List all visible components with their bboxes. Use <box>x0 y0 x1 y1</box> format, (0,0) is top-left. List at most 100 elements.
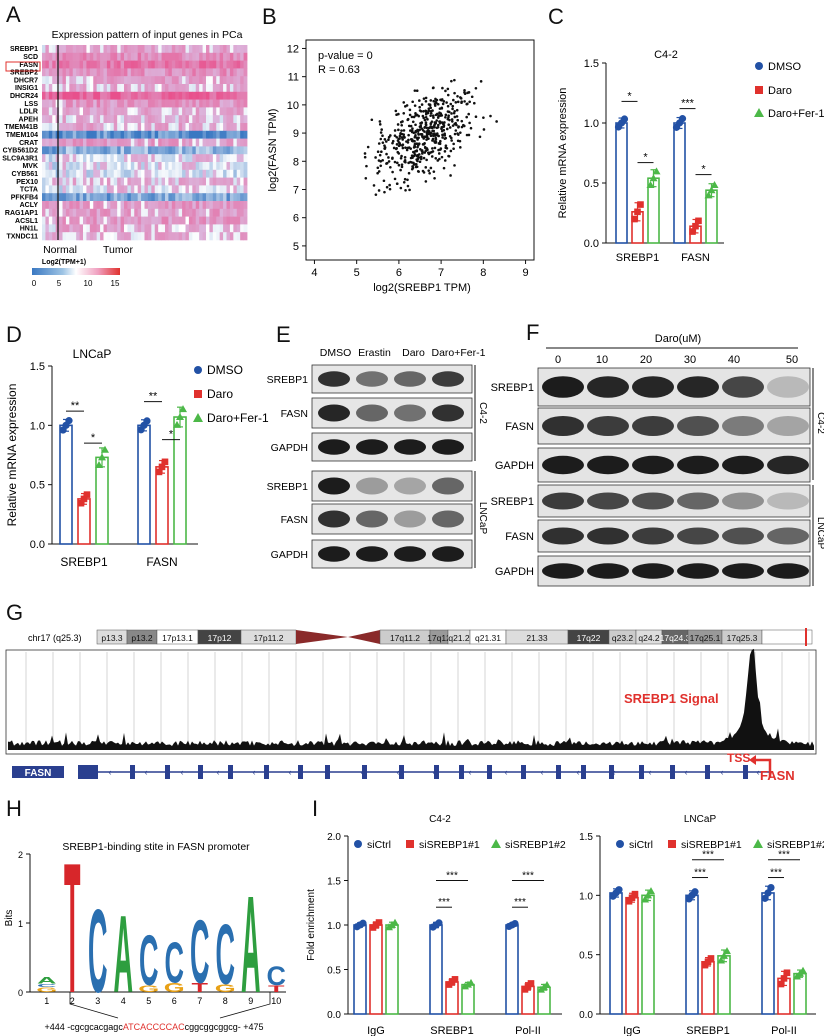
y-tick-label: 0.5 <box>584 178 599 190</box>
heatmap-cell <box>182 193 186 202</box>
heatmap-cell <box>96 224 101 233</box>
heatmap-cell <box>195 201 200 210</box>
scatter-point <box>420 127 424 130</box>
heatmap-cell <box>158 185 162 194</box>
heatmap-cell <box>233 130 238 139</box>
significance-stars: *** <box>778 850 790 861</box>
gene-exon <box>581 765 586 779</box>
scatter-point <box>426 118 429 121</box>
heatmap-cell <box>165 208 169 217</box>
heatmap-cell <box>137 68 142 77</box>
heatmap-cell <box>206 169 210 178</box>
heatmap-cell <box>206 60 210 69</box>
heatmap-cell <box>175 91 180 100</box>
heatmap-cell <box>147 115 152 124</box>
heatmap-cell <box>117 232 121 241</box>
strand-arrow-icon: ‹ <box>361 767 364 777</box>
replicate-point <box>631 215 638 223</box>
heatmap-cell <box>240 185 244 194</box>
y-tick-label: 0.0 <box>584 238 599 250</box>
heatmap-cell <box>141 162 145 171</box>
heatmap-cell <box>212 216 217 225</box>
heatmap-cell <box>206 224 210 233</box>
scatter-point <box>428 126 431 130</box>
heatmap-cell <box>72 91 77 100</box>
heatmap-cell <box>216 76 221 85</box>
heatmap-cell <box>219 216 224 225</box>
gene-exon <box>705 765 710 779</box>
gene-label-mvk: MVK <box>22 163 38 170</box>
heatmap-cell <box>42 185 46 194</box>
heatmap-cell <box>124 52 128 61</box>
heatmap-cell <box>134 193 139 202</box>
heatmap-cell <box>158 45 162 54</box>
heatmap-cell <box>240 76 244 85</box>
scatter-point <box>408 113 412 117</box>
heatmap-cell <box>199 91 203 100</box>
heatmap-cell <box>141 123 145 132</box>
bar-sictrl <box>429 924 443 1015</box>
heatmap-cell <box>79 216 84 225</box>
heatmap-cell <box>89 68 94 77</box>
heatmap-cell <box>182 169 186 178</box>
heatmap-cell <box>93 169 98 178</box>
heatmap-cell <box>100 123 104 132</box>
heatmap-cell <box>141 201 145 210</box>
heatmap-cell <box>192 162 197 171</box>
heatmap-cell <box>233 162 238 171</box>
heatmap-cell <box>219 115 224 124</box>
heatmap-cell <box>154 169 159 178</box>
scatter-point <box>425 126 429 130</box>
heatmap-cell <box>212 68 217 77</box>
heatmap-cell <box>223 84 227 93</box>
heatmap-cell <box>110 169 115 178</box>
blot-band <box>632 563 674 579</box>
heatmap-cell <box>178 99 183 108</box>
blot-band <box>587 376 629 398</box>
heatmap-cell <box>83 201 87 210</box>
heatmap-cell <box>65 185 70 194</box>
heatmap-cell <box>137 91 142 100</box>
heatmap-cell <box>219 162 224 171</box>
heatmap-cell <box>113 154 118 163</box>
heatmap-cell <box>185 68 190 77</box>
y-axis-label: Relative mRNA expression <box>557 88 569 219</box>
heatmap-cell <box>147 107 152 116</box>
heatmap-cell <box>141 45 145 54</box>
heatmap-cell <box>233 115 238 124</box>
heatmap-cell <box>65 123 70 132</box>
heatmap-cell <box>52 52 57 61</box>
scatter-point <box>467 133 471 137</box>
heatmap-cell <box>212 60 217 69</box>
heatmap-cell <box>219 84 224 93</box>
heatmap-cell <box>209 130 214 139</box>
heatmap-cell <box>48 91 53 100</box>
heatmap-cell <box>113 138 118 147</box>
strand-arrow-icon: ‹ <box>613 767 616 777</box>
heatmap-cell <box>161 52 166 61</box>
blot-band <box>632 455 674 475</box>
scatter-point <box>397 144 401 148</box>
heatmap-cell <box>76 91 80 100</box>
significance-stars: *** <box>438 897 450 908</box>
heatmap-cell <box>86 162 91 171</box>
replicate-point <box>646 180 655 188</box>
heatmap-cell <box>72 193 77 202</box>
heatmap-cell <box>171 177 176 186</box>
heatmap-cell <box>130 224 135 233</box>
panel-g-genome-track: chr17 (q25.3) p13.3 p13.2 17p13.1 17p12 17p1… <box>5 628 817 783</box>
heatmap-cell <box>216 201 221 210</box>
heatmap-cell <box>195 60 200 69</box>
scatter-point <box>436 102 440 106</box>
heatmap-cell <box>188 162 193 171</box>
y-tick-label: 1.5 <box>584 58 599 70</box>
heatmap-cell <box>144 107 149 116</box>
cell-line-label: LNCaP <box>815 517 824 550</box>
heatmap-cell <box>144 177 149 186</box>
heatmap-cell <box>137 76 142 85</box>
scatter-point <box>465 133 469 137</box>
heatmap-cell <box>216 146 221 155</box>
heatmap-cell <box>134 216 139 225</box>
replicate-point <box>644 891 652 899</box>
scatter-point <box>463 89 466 92</box>
